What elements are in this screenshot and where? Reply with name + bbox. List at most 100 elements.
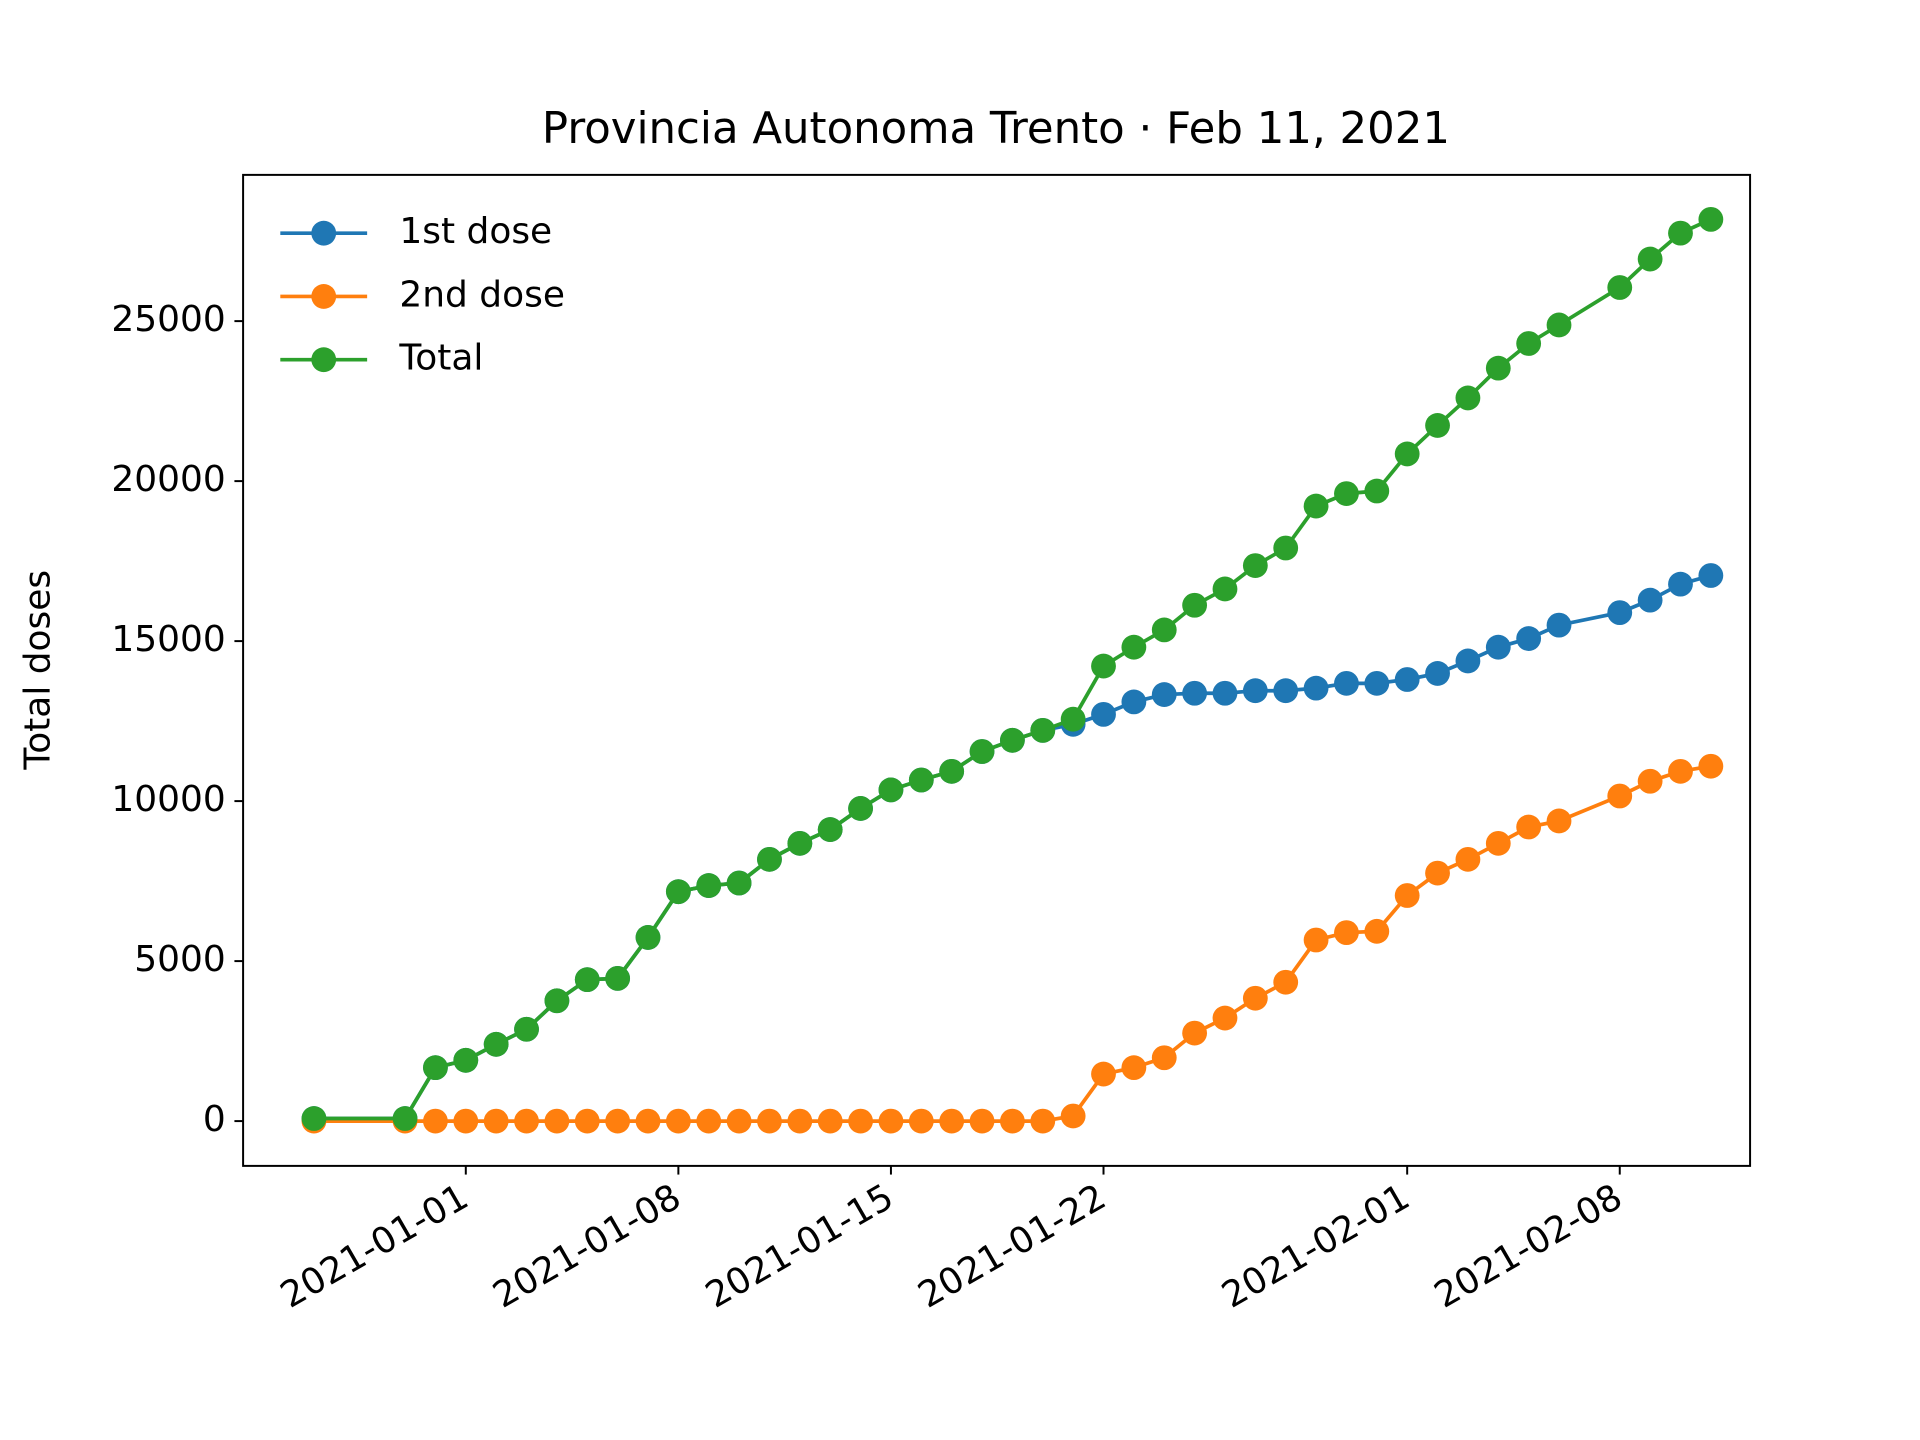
legend-label: 2nd dose — [399, 274, 565, 315]
data-point — [1394, 441, 1420, 467]
data-point — [1607, 600, 1633, 626]
data-point — [1121, 634, 1147, 660]
chart-title: Provincia Autonoma Trento · Feb 11, 2021 — [542, 104, 1450, 154]
data-point — [483, 1108, 509, 1134]
data-point — [1394, 667, 1420, 692]
x-tick-label: 2021-02-01 — [1215, 1177, 1416, 1317]
data-point — [817, 817, 843, 842]
data-point — [787, 830, 813, 856]
y-tick-label: 20000 — [111, 459, 225, 500]
data-point — [1698, 563, 1724, 588]
data-point — [1121, 689, 1147, 715]
data-point — [1273, 969, 1299, 995]
data-point — [1425, 661, 1450, 686]
data-point — [1334, 920, 1359, 946]
data-point — [908, 1108, 934, 1134]
data-point — [1394, 883, 1420, 908]
data-point — [787, 1108, 813, 1134]
data-point — [1516, 814, 1542, 840]
y-tick-label: 5000 — [134, 939, 226, 980]
data-point — [696, 873, 722, 898]
data-point — [1637, 587, 1663, 613]
data-point — [1212, 680, 1238, 706]
data-point — [969, 739, 995, 764]
data-point — [1425, 413, 1450, 438]
data-point — [1121, 1055, 1147, 1081]
data-point — [1242, 553, 1268, 578]
data-point — [453, 1108, 479, 1134]
x-tick-label: 2021-01-15 — [699, 1177, 900, 1317]
data-point — [635, 1108, 661, 1134]
data-point — [1151, 1045, 1177, 1071]
data-point — [939, 1108, 965, 1134]
legend-marker — [311, 220, 337, 246]
data-point — [665, 879, 691, 905]
data-point — [696, 1108, 722, 1134]
data-point — [1273, 678, 1299, 704]
plot-frame — [242, 173, 1752, 1167]
data-point — [1303, 675, 1329, 701]
legend-marker — [311, 347, 337, 373]
series-line — [313, 217, 1712, 1121]
data-point — [1485, 355, 1511, 381]
data-point — [605, 965, 631, 991]
data-point — [1698, 753, 1724, 779]
x-tick-label: 2021-01-22 — [912, 1177, 1113, 1317]
data-point — [1091, 701, 1116, 727]
data-point — [423, 1108, 448, 1134]
data-point — [1516, 626, 1542, 651]
data-point — [1637, 768, 1663, 794]
data-point — [1182, 1020, 1208, 1046]
data-point — [1060, 1103, 1086, 1129]
y-tick-label: 15000 — [111, 619, 225, 660]
data-point — [1668, 571, 1693, 597]
data-point — [1698, 206, 1724, 232]
data-point — [423, 1055, 448, 1081]
data-point — [665, 1108, 691, 1134]
data-point — [605, 1108, 631, 1134]
data-point — [969, 1108, 995, 1134]
data-point — [514, 1016, 539, 1042]
y-tick-label: 10000 — [111, 779, 225, 820]
y-axis-label: Total doses — [18, 570, 59, 771]
legend-marker — [311, 284, 337, 309]
data-point — [544, 1108, 570, 1134]
data-point — [483, 1031, 509, 1057]
data-point — [1242, 678, 1268, 704]
data-point — [1212, 1005, 1238, 1031]
data-point — [1091, 653, 1116, 679]
data-point — [726, 870, 752, 896]
data-point — [1151, 617, 1177, 643]
data-point — [574, 1108, 600, 1134]
data-point — [453, 1047, 479, 1073]
data-point — [1212, 576, 1238, 602]
data-point — [908, 767, 934, 793]
x-tick-label: 2021-02-08 — [1428, 1177, 1629, 1317]
x-tick-label: 2021-01-01 — [274, 1177, 475, 1317]
data-point — [635, 925, 661, 950]
data-point — [1546, 612, 1572, 638]
data-point — [1425, 860, 1450, 886]
data-point — [1030, 717, 1056, 743]
y-tick-label: 25000 — [111, 299, 225, 340]
data-point — [544, 988, 570, 1014]
data-point — [757, 846, 782, 872]
data-point — [1182, 680, 1208, 706]
data-point — [1364, 918, 1390, 944]
data-point — [1151, 682, 1177, 707]
data-point — [848, 1108, 873, 1134]
data-point — [817, 1108, 843, 1134]
data-point — [1182, 592, 1208, 618]
x-tick-label: 2021-01-08 — [486, 1177, 687, 1317]
legend-label: Total — [398, 338, 483, 379]
data-point — [1000, 1108, 1025, 1134]
data-point — [1060, 706, 1086, 732]
data-point — [1607, 275, 1633, 300]
data-point — [1455, 846, 1481, 872]
data-point — [1364, 478, 1390, 504]
data-point — [878, 777, 904, 803]
data-point — [939, 758, 965, 784]
data-point — [1364, 670, 1390, 696]
